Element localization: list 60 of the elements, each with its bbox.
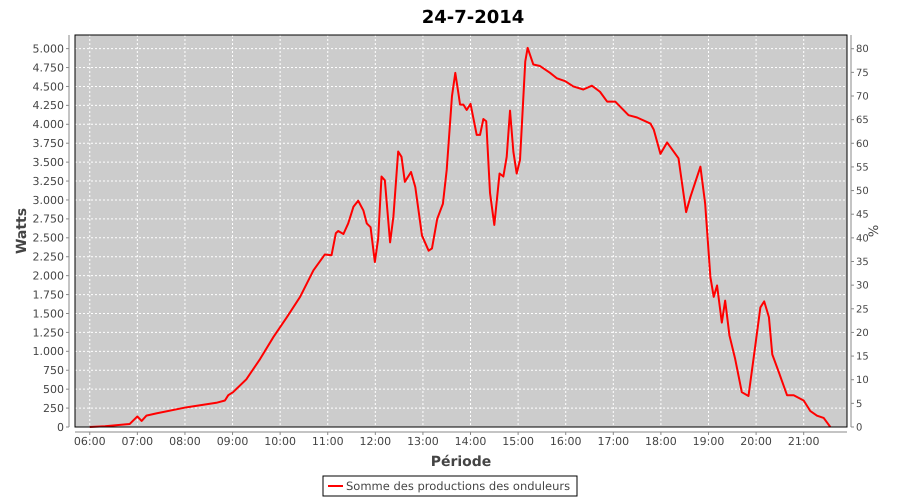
y-tick-label: 2.750 xyxy=(32,212,64,226)
y2-tick-label: 55 xyxy=(856,162,869,174)
y2-tick-label: 25 xyxy=(856,304,869,316)
y2-tick-label: 15 xyxy=(856,352,869,363)
y-tick-label: 3.750 xyxy=(32,137,64,150)
x-tick-label: 15:00 xyxy=(502,435,534,448)
y-tick-label: 1.500 xyxy=(32,307,64,320)
y2-tick-label: 80 xyxy=(856,44,869,56)
y2-tick-label: 50 xyxy=(856,186,869,198)
y2-tick-label: 70 xyxy=(856,92,869,102)
x-tick-label: 20:00 xyxy=(740,435,772,448)
y2-tick-label: 30 xyxy=(856,280,869,292)
x-tick-label: 19:00 xyxy=(692,435,724,448)
y-tick-label: 1.250 xyxy=(32,326,64,340)
line-series xyxy=(88,46,832,428)
x-tick-label: 12:00 xyxy=(359,435,392,448)
y2-tick-label: 45 xyxy=(856,210,869,221)
y-tick-label: 2.000 xyxy=(32,270,64,282)
y-tick-label: 500 xyxy=(43,383,64,396)
y2-tick-label: 40 xyxy=(856,233,869,244)
y-tick-label: 3.500 xyxy=(32,156,64,169)
x-tick-label: 07:00 xyxy=(122,435,154,448)
y-tick-label: 4.500 xyxy=(32,80,64,94)
y2-tick-label: 20 xyxy=(856,328,869,339)
x-tick-label: 16:00 xyxy=(550,435,582,448)
y-tick-label: 1.000 xyxy=(32,345,64,358)
y-tick-label: 0 xyxy=(57,420,64,434)
y2-tick-label: 10 xyxy=(856,375,869,386)
chart-title: 24-7-2014 xyxy=(422,7,524,28)
y-tick-label: 2.500 xyxy=(32,232,64,245)
y2-tick-label: 0 xyxy=(856,422,862,434)
x-tick-label: 13:00 xyxy=(407,435,439,448)
x-tick-label: 08:00 xyxy=(169,435,201,448)
y-tick-label: 250 xyxy=(43,402,64,415)
y2-tick-label: 75 xyxy=(856,68,869,79)
legend-label: Somme des productions des onduleurs xyxy=(346,479,570,494)
y-tick-label: 2.250 xyxy=(32,250,64,264)
x-tick-label: 10:00 xyxy=(264,435,296,448)
y-tick-label: 5.000 xyxy=(32,42,64,56)
x-tick-label: 18:00 xyxy=(645,435,677,448)
x-tick-label: 17:00 xyxy=(597,435,630,448)
x-tick-label: 11:00 xyxy=(312,435,344,448)
y-tick-label: 4.750 xyxy=(32,61,64,74)
y-tick-label: 3.250 xyxy=(32,174,64,188)
y-tick-label: 750 xyxy=(43,364,64,378)
y-tick-label: 4.250 xyxy=(32,99,64,112)
x-tick-label: 06:00 xyxy=(74,435,106,448)
x-axis-title: Période xyxy=(430,454,492,470)
y2-axis-title: % xyxy=(867,224,882,238)
y-tick-label: 1.750 xyxy=(32,288,64,302)
y2-tick-label: 60 xyxy=(856,138,869,150)
y-axis-title: Watts xyxy=(14,208,30,254)
y2-tick-label: 65 xyxy=(856,115,869,126)
y-tick-label: 3.000 xyxy=(32,194,64,207)
y-tick-label: 4.000 xyxy=(32,118,64,132)
x-tick-label: 21:00 xyxy=(788,435,820,448)
y2-tick-label: 35 xyxy=(856,257,869,268)
y2-tick-label: 5 xyxy=(856,398,862,410)
x-tick-label: 09:00 xyxy=(216,435,248,448)
x-tick-label: 14:00 xyxy=(454,435,486,448)
